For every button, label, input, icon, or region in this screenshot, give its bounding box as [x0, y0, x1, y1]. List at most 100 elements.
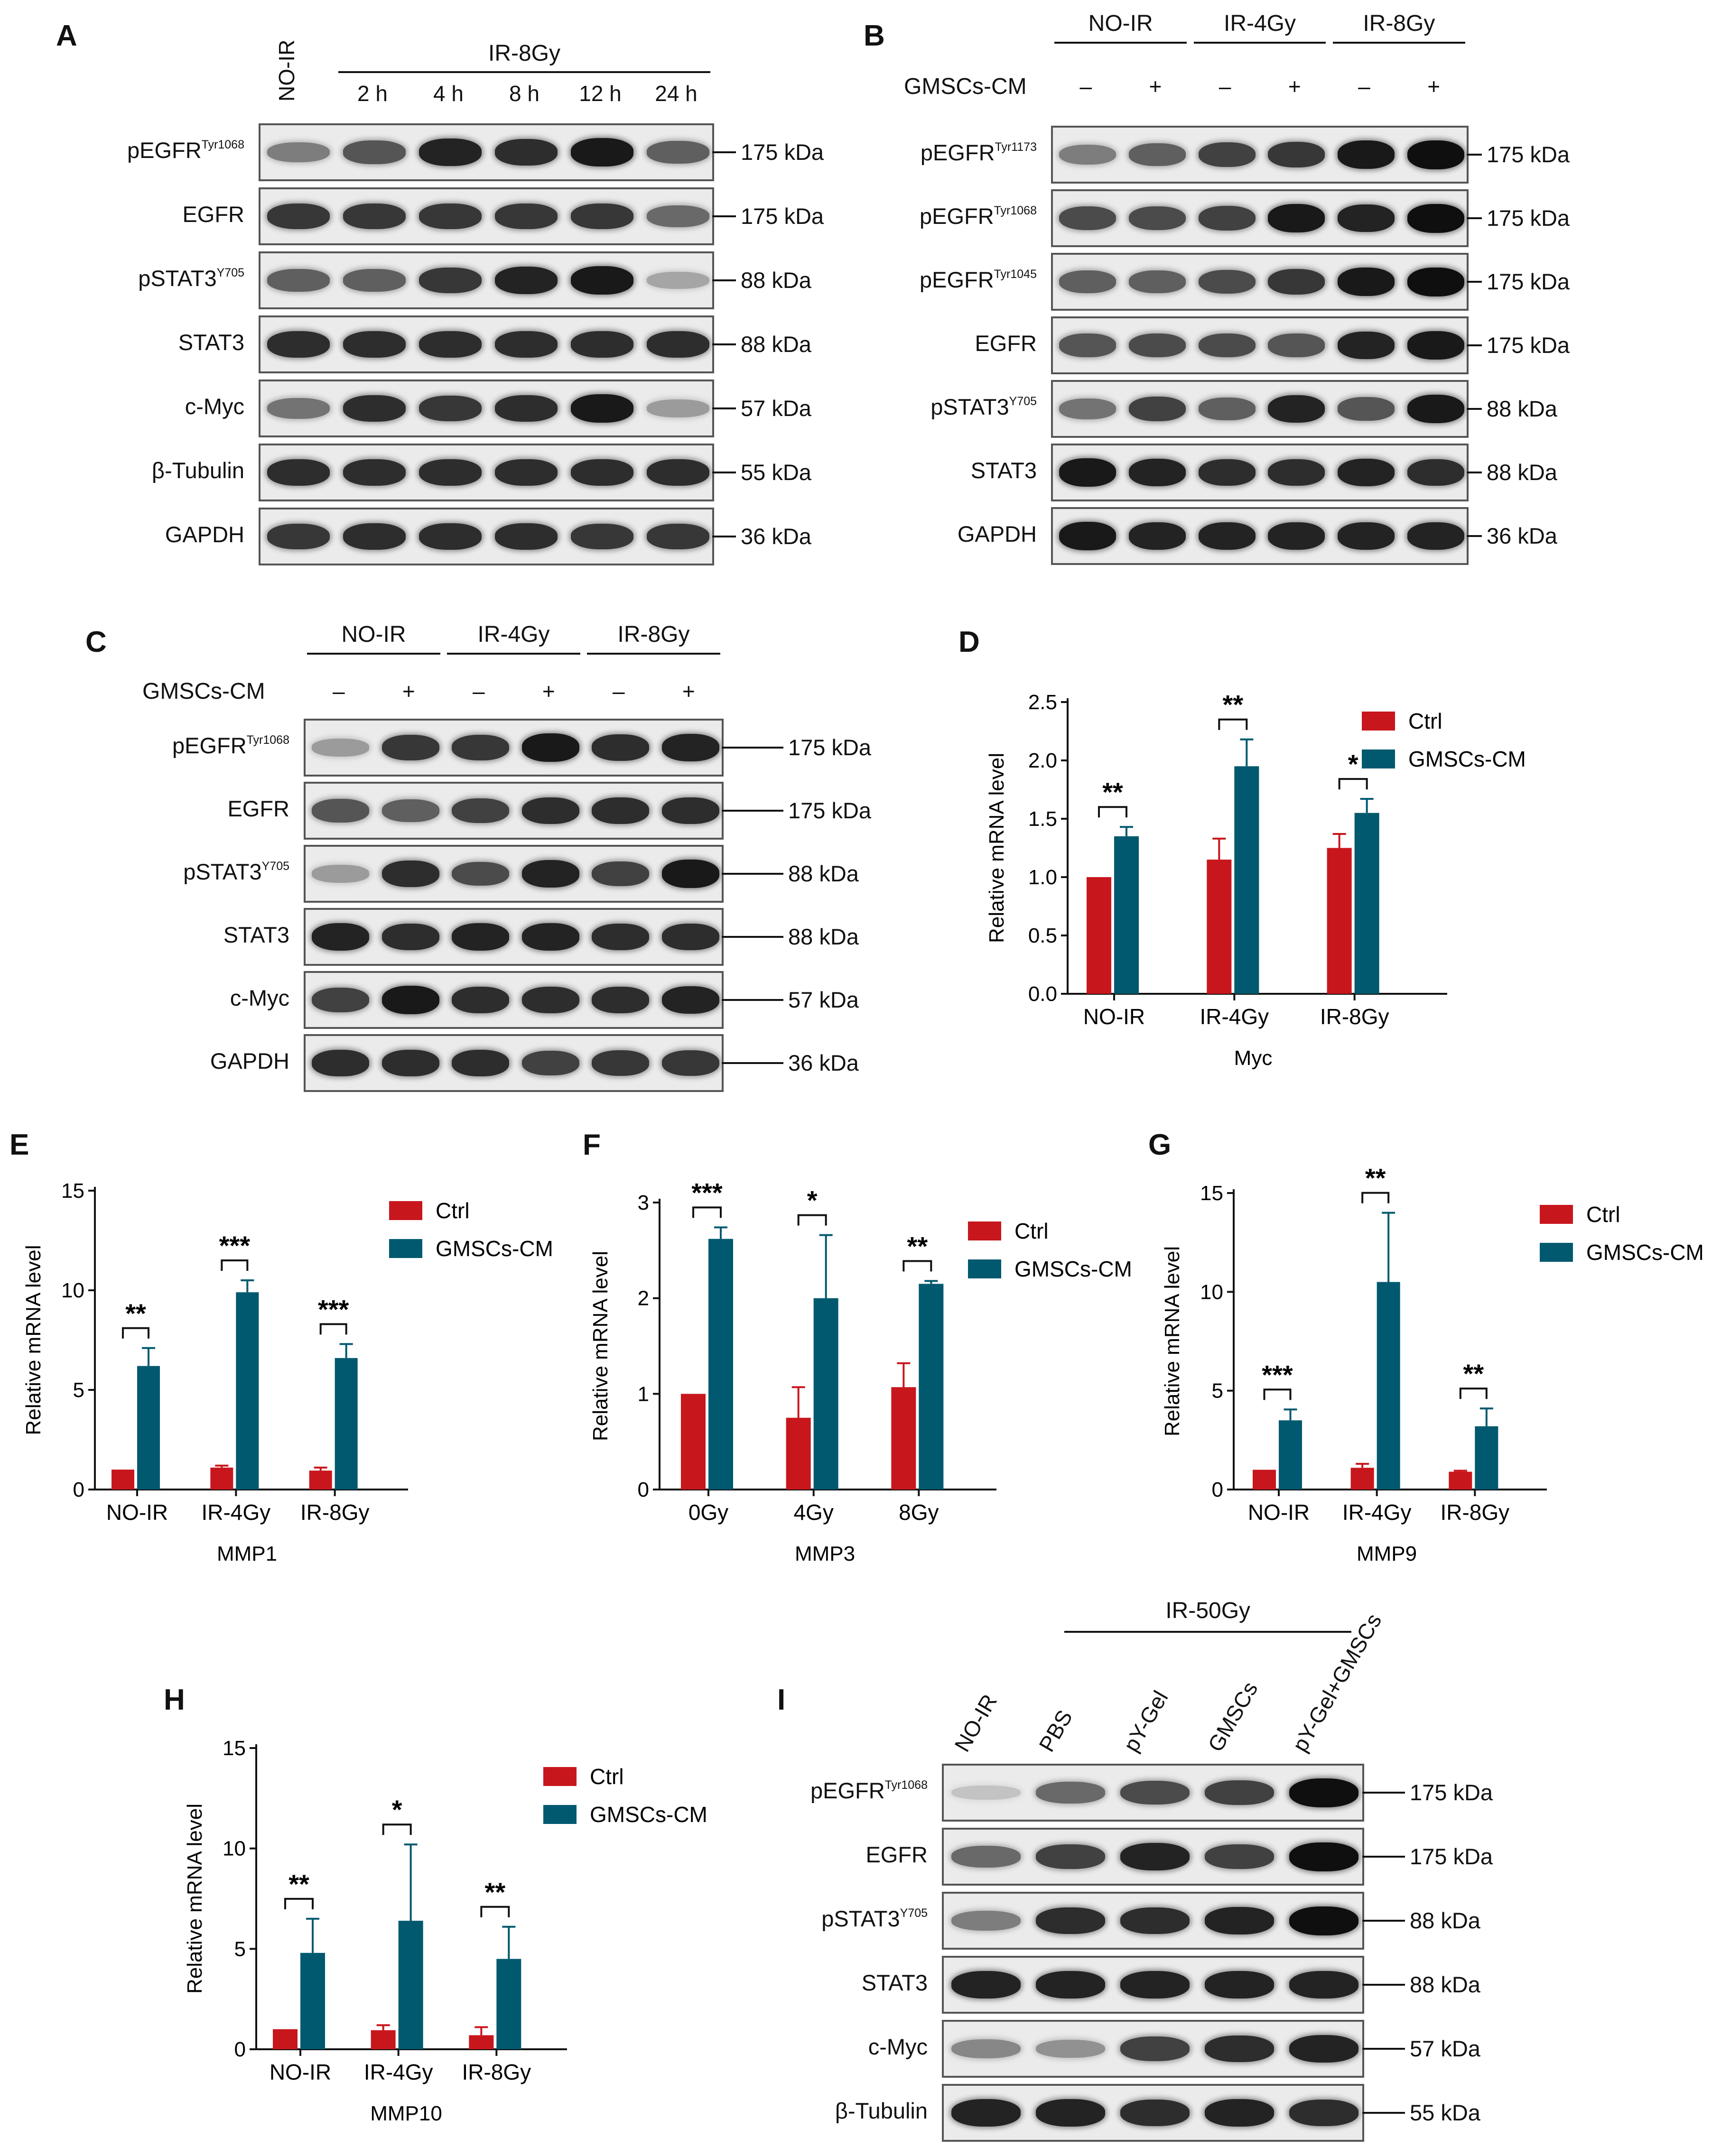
blot-strip [1051, 126, 1469, 184]
blot-band [419, 459, 482, 486]
blot-band [521, 733, 579, 762]
marker-tick [1467, 535, 1482, 537]
bar-ctrl [1253, 1470, 1276, 1490]
marker-tick [722, 1062, 783, 1064]
blot-band [1407, 459, 1464, 486]
significance-bracket [1361, 1192, 1390, 1203]
bar-gmscs-cm [1279, 1420, 1302, 1490]
blot-strip [942, 2020, 1364, 2078]
blot-band [452, 987, 510, 1013]
legend-swatch-ctrl [389, 1201, 422, 1220]
blot-band [1407, 395, 1464, 423]
significance-label: ** [125, 1298, 146, 1328]
significance-label: *** [1262, 1360, 1293, 1389]
blot-band [495, 395, 558, 422]
panel-letter-h: H [164, 1684, 185, 1716]
blot-strip [304, 1034, 724, 1092]
treatment-sign: – [332, 679, 345, 703]
legend-swatch-ctrl [1540, 1205, 1573, 1224]
blot-band [381, 924, 439, 950]
blot-band [1205, 1971, 1274, 1999]
blot-row-label-gapdh: GAPDH [210, 1048, 289, 1073]
blot-row-label-c-myc: c-Myc [868, 2034, 928, 2059]
marker-tick [1467, 408, 1482, 410]
blot-band [1059, 458, 1116, 487]
marker-label: 57 kDa [741, 396, 811, 421]
blot-band [571, 331, 633, 358]
blot-band [647, 523, 709, 550]
blot-band [495, 331, 558, 358]
blot-band [1198, 142, 1256, 167]
marker-label: 88 kDa [788, 861, 859, 886]
blot-band [312, 865, 370, 883]
blot-band [1128, 522, 1186, 550]
blot-band [452, 861, 510, 886]
group-underline [1193, 42, 1326, 44]
bar-gmscs-cm [1114, 836, 1139, 994]
group-label-ir-50gy: IR-50Gy [1165, 1598, 1251, 1623]
blot-band [1120, 1907, 1190, 1934]
bar-ctrl [210, 1467, 233, 1490]
blot-strip [304, 845, 724, 903]
legend-label-gmscs-cm: GMSCs-CM [1408, 747, 1526, 771]
blot-band [452, 798, 510, 824]
significance-label: ** [907, 1231, 928, 1261]
marker-label: 175 kDa [1487, 269, 1570, 294]
chart-d: 0.0 0.5 1.0 1.5 2.0 2.5 Relative mRNA level NO-… [968, 683, 1566, 1110]
y-tick-label: 3 [638, 1191, 649, 1214]
significance-bracket [692, 1206, 722, 1218]
lane-label-no-ir: NO-IR [274, 39, 299, 102]
y-tick-label: 5 [1212, 1379, 1223, 1403]
y-tick-label: 1.0 [1028, 866, 1057, 889]
x-tick-label: NO-IR [1083, 1004, 1145, 1029]
marker-label: 36 kDa [741, 524, 811, 549]
blot-band [267, 142, 330, 163]
lane-label-py-gel: pY-Gel [1118, 1686, 1173, 1756]
blot-band [1059, 398, 1116, 419]
blot-band [661, 924, 719, 950]
marker-label: 57 kDa [788, 987, 859, 1012]
x-tick-label: IR-8Gy [1440, 1500, 1509, 1525]
blot-band [312, 799, 370, 823]
blot-band [312, 987, 370, 1013]
marker-tick [1362, 1856, 1405, 1858]
chart-e: 0 5 10 15 Relative mRNA level NO-IR ** IR-4Gy **… [14, 1157, 584, 1584]
blot-band [419, 139, 482, 166]
blot-band [1198, 459, 1256, 486]
marker-tick [1362, 1984, 1405, 1986]
blot-band [1337, 459, 1395, 486]
blot-band [267, 269, 330, 292]
blot-band [343, 140, 406, 164]
blot-band [571, 459, 633, 486]
blot-band [1198, 205, 1256, 231]
blot-band [267, 459, 330, 486]
blot-band [592, 734, 650, 761]
x-tick-label: 8Gy [899, 1500, 939, 1525]
blot-row-label-gapdh: GAPDH [165, 522, 244, 547]
blot-band [419, 203, 482, 230]
lane-label-gmscs: GMSCs [1203, 1677, 1263, 1756]
blot-band [1128, 143, 1186, 166]
blot-band [312, 1050, 370, 1076]
gmscs-cm-label: GMSCs-CM [142, 679, 265, 704]
marker-label: 55 kDa [741, 460, 811, 485]
blot-band [951, 1846, 1021, 1868]
marker-tick [712, 536, 736, 537]
blot-row-label-egfr: EGFR [227, 796, 289, 821]
legend-swatch-ctrl [543, 1767, 577, 1786]
marker-tick [722, 873, 783, 875]
blot-band [1289, 2035, 1358, 2063]
significance-label: ** [288, 1869, 309, 1899]
blot-strip [304, 908, 724, 966]
y-tick-label: 15 [223, 1737, 246, 1760]
x-axis-label: MMP3 [795, 1542, 855, 1565]
blot-band [1198, 333, 1256, 358]
blot-band [1268, 395, 1325, 423]
legend-label-gmscs-cm: GMSCs-CM [1014, 1257, 1132, 1281]
group-underline [307, 653, 440, 655]
blot-band [1036, 1907, 1105, 1934]
significance-bracket [1098, 806, 1127, 818]
blot-band [1120, 2036, 1190, 2062]
blot-band [1036, 2039, 1105, 2058]
blot-band [1268, 204, 1325, 232]
